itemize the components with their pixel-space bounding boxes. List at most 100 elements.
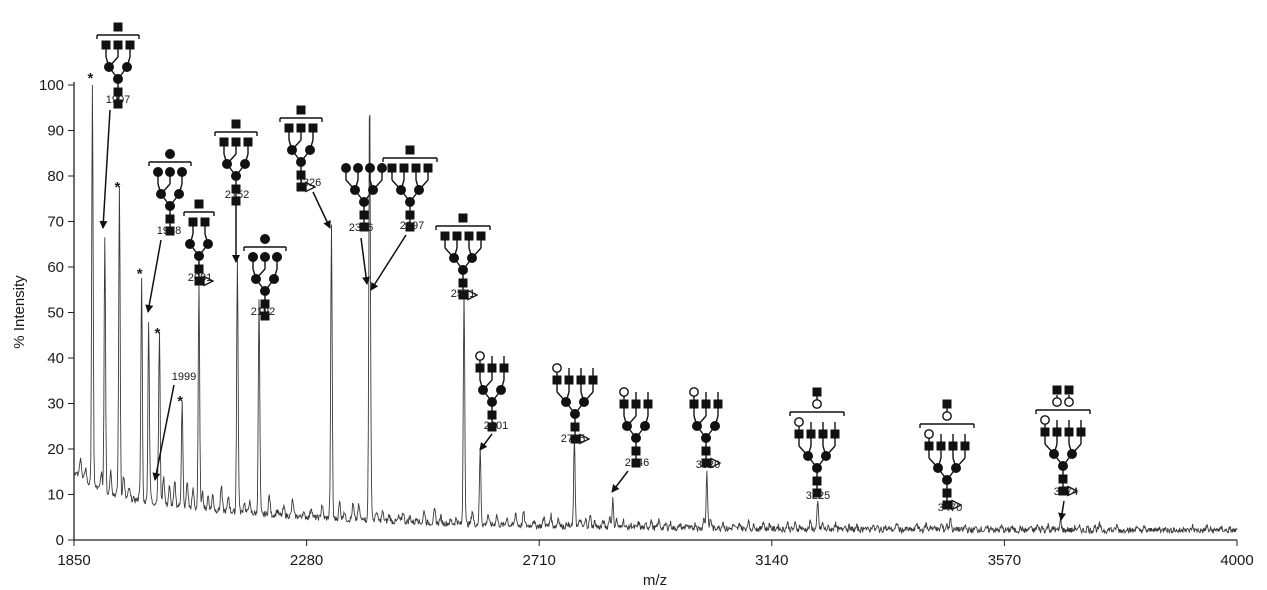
peak-arrow	[145, 239, 162, 313]
glycan-structure	[183, 199, 215, 287]
mannose-circle	[165, 149, 175, 159]
peak-mz-label: 3020	[696, 459, 720, 471]
galactose-circle	[475, 351, 485, 361]
galactose-circle	[812, 399, 822, 409]
x-axis-title: m/z	[643, 572, 667, 589]
peak-arrow	[312, 191, 331, 229]
glcnac-square	[1058, 474, 1068, 484]
glycan-structure	[619, 387, 653, 468]
glcnac-square	[231, 184, 241, 194]
glycan-structure	[475, 351, 509, 432]
x-tick-label: 2280	[290, 552, 323, 569]
glycan-structure	[435, 213, 491, 301]
peak-mz-label: 2846	[625, 457, 649, 469]
glycan-structure	[919, 399, 975, 511]
glcnac-square	[440, 231, 450, 241]
glcnac-square	[188, 217, 198, 227]
mannose-circle	[449, 253, 459, 263]
glcnac-square	[194, 264, 204, 274]
glcnac-square	[1052, 427, 1062, 437]
galactose-circle	[794, 417, 804, 427]
glcnac-square	[405, 222, 415, 232]
mannose-circle	[272, 252, 282, 262]
mannose-circle	[640, 421, 650, 431]
y-tick-label: 70	[47, 214, 64, 231]
mannose-circle	[414, 185, 424, 195]
glcnac-square	[101, 40, 111, 50]
glcnac-square	[552, 375, 562, 385]
fucose-triangle	[710, 457, 722, 469]
fucose-triangle	[305, 181, 317, 193]
glcnac-square	[231, 196, 241, 206]
peak-mz-label: 1999	[172, 371, 196, 383]
mannose-circle	[803, 451, 813, 461]
y-tick-label: 90	[47, 123, 64, 140]
glcnac-square	[452, 231, 462, 241]
glycan-structure	[96, 22, 140, 109]
mannose-circle	[467, 253, 477, 263]
glcnac-square	[1076, 427, 1086, 437]
glcnac-square	[231, 137, 241, 147]
mannose-circle	[260, 234, 270, 244]
fucose-triangle	[1067, 485, 1079, 497]
glcnac-square	[1064, 427, 1074, 437]
galactose-circle	[942, 411, 952, 421]
mannose-circle	[156, 189, 166, 199]
mannose-circle	[812, 463, 822, 473]
peak-arrow	[152, 384, 175, 481]
glcnac-square	[219, 137, 229, 147]
y-tick-label: 80	[47, 168, 64, 185]
glcnac-square	[475, 363, 485, 373]
glcnac-square	[576, 375, 586, 385]
glcnac-square	[284, 123, 294, 133]
glcnac-square	[113, 87, 123, 97]
mannose-circle	[710, 421, 720, 431]
glcnac-square	[689, 399, 699, 409]
peak-mz-label: 2397	[400, 220, 424, 232]
y-tick-label: 20	[47, 441, 64, 458]
fucose-triangle	[203, 275, 215, 287]
glcnac-square	[806, 429, 816, 439]
y-tick-label: 60	[47, 259, 64, 276]
glcnac-square	[260, 299, 270, 309]
glycan-structure	[243, 234, 287, 321]
peak-mz-label: 2396	[349, 222, 373, 234]
x-tick-label: 1850	[57, 552, 90, 569]
x-tick-label: 3570	[988, 552, 1021, 569]
glcnac-square	[830, 429, 840, 439]
glcnac-square	[476, 231, 486, 241]
galactose-circle	[689, 387, 699, 397]
mannose-circle	[305, 145, 315, 155]
mannose-circle	[350, 185, 360, 195]
mannose-circle	[1058, 461, 1068, 471]
mannose-circle	[113, 74, 123, 84]
glycan-structure	[1035, 385, 1091, 497]
glcnac-square	[701, 399, 711, 409]
glcnac-square	[487, 363, 497, 373]
glcnac-square	[631, 399, 641, 409]
mannose-circle	[296, 157, 306, 167]
mannose-circle	[222, 159, 232, 169]
mannose-circle	[269, 274, 279, 284]
mannose-circle	[353, 163, 363, 173]
glcnac-square	[794, 429, 804, 439]
glycan-structures	[96, 22, 1091, 511]
glcnac-square	[113, 22, 123, 32]
mannose-circle	[561, 397, 571, 407]
peak-star-label: *	[87, 70, 93, 87]
mannose-circle	[359, 197, 369, 207]
glycan-structure	[382, 145, 438, 232]
y-tick-label: 100	[39, 77, 64, 94]
y-tick-label: 10	[47, 487, 64, 504]
mannose-circle	[951, 463, 961, 473]
x-tick-label: 4000	[1220, 552, 1253, 569]
peak-annotations: * * * * * 1907 1988 1999 2081 2152 2192 2326 2396 239…	[87, 70, 1078, 521]
glcnac-square	[570, 422, 580, 432]
glcnac-square	[701, 446, 711, 456]
glcnac-square	[296, 170, 306, 180]
glcnac-square	[487, 410, 497, 420]
mannose-circle	[165, 167, 175, 177]
glcnac-square	[1052, 385, 1062, 395]
fucose-triangle	[467, 289, 479, 301]
